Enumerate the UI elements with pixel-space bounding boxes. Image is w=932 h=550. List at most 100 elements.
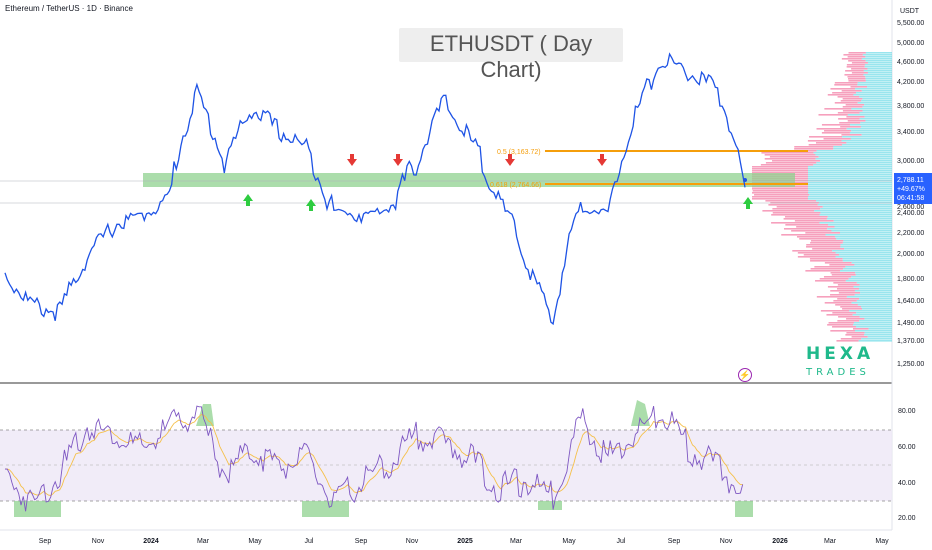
volume-profile-bar-up bbox=[781, 234, 826, 236]
volume-profile-bar-up bbox=[810, 260, 843, 262]
symbol-header: Ethereum / TetherUS · 1D · Binance bbox=[5, 4, 133, 13]
volume-profile-bar-down bbox=[825, 234, 892, 236]
volume-profile-bar-up bbox=[771, 222, 820, 224]
volume-profile-bar-up bbox=[823, 276, 852, 278]
volume-profile-bar-up bbox=[771, 214, 820, 216]
volume-profile-bar-down bbox=[862, 308, 892, 310]
price-tick-label: 2,600.00 bbox=[897, 204, 924, 211]
volume-profile-bar-up bbox=[834, 84, 858, 86]
price-tick-label: 5,500.00 bbox=[897, 20, 924, 27]
volume-profile-bar-down bbox=[840, 246, 892, 248]
volume-profile-bar-up bbox=[851, 336, 868, 338]
time-tick-label: May bbox=[248, 538, 262, 545]
rsi-tick-label: 80.00 bbox=[898, 408, 916, 415]
down-arrow-icon bbox=[393, 154, 403, 166]
volume-profile-bar-down bbox=[861, 338, 892, 340]
volume-profile-bar-up bbox=[752, 188, 808, 190]
volume-profile-bar-up bbox=[814, 266, 846, 268]
volume-profile-bar-down bbox=[808, 166, 892, 168]
volume-profile-bar-up bbox=[851, 62, 868, 64]
time-tick-label: 2026 bbox=[772, 538, 788, 545]
volume-profile-bar-down bbox=[856, 326, 892, 328]
volume-profile-bar-down bbox=[851, 262, 892, 264]
volume-profile-bar-down bbox=[865, 80, 892, 82]
volume-profile-bar-down bbox=[808, 184, 892, 186]
price-tick-label: 4,600.00 bbox=[897, 59, 924, 66]
volume-profile-bar-down bbox=[808, 168, 892, 170]
volume-profile-bar-down bbox=[849, 124, 892, 126]
volume-profile-bar-up bbox=[830, 88, 856, 90]
price-axis-currency: USDT bbox=[900, 8, 920, 15]
volume-profile-bar-down bbox=[843, 268, 892, 270]
volume-profile-bar-down bbox=[860, 292, 892, 294]
time-tick-label: Mar bbox=[510, 538, 523, 545]
volume-profile-bar-up bbox=[840, 338, 862, 340]
lightning-icon[interactable]: ⚡ bbox=[738, 368, 752, 382]
volume-profile-bar-up bbox=[848, 80, 866, 82]
volume-profile-bar-down bbox=[860, 122, 892, 124]
volume-profile-bar-up bbox=[765, 200, 817, 202]
volume-profile-bar-down bbox=[816, 162, 892, 164]
volume-profile-bar-down bbox=[858, 340, 892, 342]
volume-profile-bar-down bbox=[863, 70, 892, 72]
volume-profile-bar-up bbox=[806, 246, 841, 248]
price-axis[interactable]: 5,500.00 5,000.00 4,600.00 4,200.00 3,800.00… bbox=[897, 20, 924, 368]
volume-profile-bar-up bbox=[783, 218, 827, 220]
volume-profile-bar-up bbox=[830, 272, 856, 274]
price-line-series[interactable] bbox=[4, 52, 746, 326]
volume-profile-bar-down bbox=[856, 282, 892, 284]
price-tick-label: 1,370.00 bbox=[897, 338, 924, 345]
volume-profile-bar-down bbox=[854, 290, 892, 292]
volume-profile-bar-up bbox=[846, 318, 865, 320]
down-arrow-icon bbox=[505, 154, 515, 166]
time-tick-label: Nov bbox=[92, 538, 105, 545]
price-tick-label: 1,640.00 bbox=[897, 298, 924, 305]
volume-profile-bar-up bbox=[824, 302, 852, 304]
rsi-line[interactable] bbox=[4, 405, 744, 512]
volume-profile-bar-up bbox=[815, 142, 847, 144]
volume-profile-bar-down bbox=[820, 208, 892, 210]
volume-profile-bar-down bbox=[813, 152, 892, 154]
volume-profile-bar-down bbox=[827, 228, 892, 230]
time-tick-label: Sep bbox=[39, 538, 52, 545]
volume-profile-bar-down bbox=[808, 192, 892, 194]
price-tick-label: 2,000.00 bbox=[897, 251, 924, 258]
volume-profile-bar-down bbox=[851, 108, 892, 110]
volume-profile-bar-down bbox=[809, 194, 892, 196]
price-tick-label: 3,400.00 bbox=[897, 129, 924, 136]
volume-profile-bar-up bbox=[829, 264, 855, 266]
volume-profile-bar-down bbox=[833, 220, 892, 222]
volume-profile-bar-up bbox=[752, 196, 808, 198]
price-tick-label: 1,490.00 bbox=[897, 320, 924, 327]
volume-profile-bar-down bbox=[862, 110, 892, 112]
time-tick-label: Nov bbox=[720, 538, 733, 545]
volume-profile-bar-down bbox=[864, 332, 892, 334]
volume-profile-bar-down bbox=[864, 64, 892, 66]
volume-profile-bar-down bbox=[827, 216, 892, 218]
volume-profile-bar-down bbox=[854, 330, 892, 332]
volume-profile-bar-down bbox=[808, 170, 892, 172]
volume-profile-bar-up bbox=[843, 54, 863, 56]
volume-profile-bar-up bbox=[762, 210, 815, 212]
volume-profile-bar-down bbox=[819, 214, 892, 216]
volume-profile-bar-up bbox=[845, 334, 865, 336]
volume-profile-bar-down bbox=[864, 334, 892, 336]
volume-profile-bar-down bbox=[851, 302, 892, 304]
watermark-hexa: HEXA bbox=[806, 344, 875, 364]
volume-profile-bar-down bbox=[864, 116, 892, 118]
volume-profile-bar-down bbox=[859, 112, 892, 114]
volume-profile-bar-down bbox=[820, 160, 892, 162]
volume-profile-bar-up bbox=[838, 118, 860, 120]
volume-profile-bar-down bbox=[852, 314, 892, 316]
volume-profile-bar-down bbox=[808, 176, 892, 178]
volume-profile-bar-up bbox=[797, 252, 836, 254]
volume-profile-bar-up bbox=[783, 228, 828, 230]
volume-profile-bar-up bbox=[840, 306, 861, 308]
volume-profile-bar-up bbox=[823, 138, 851, 140]
volume-profile-bar-up bbox=[826, 314, 853, 316]
time-tick-label: 2025 bbox=[457, 538, 473, 545]
volume-profile-bar-up bbox=[846, 64, 865, 66]
time-axis[interactable]: Sep Nov 2024 Mar May Jul Sep Nov 2025 Mar May Jul Se… bbox=[39, 538, 889, 545]
price-tick-label: 2,200.00 bbox=[897, 230, 924, 237]
